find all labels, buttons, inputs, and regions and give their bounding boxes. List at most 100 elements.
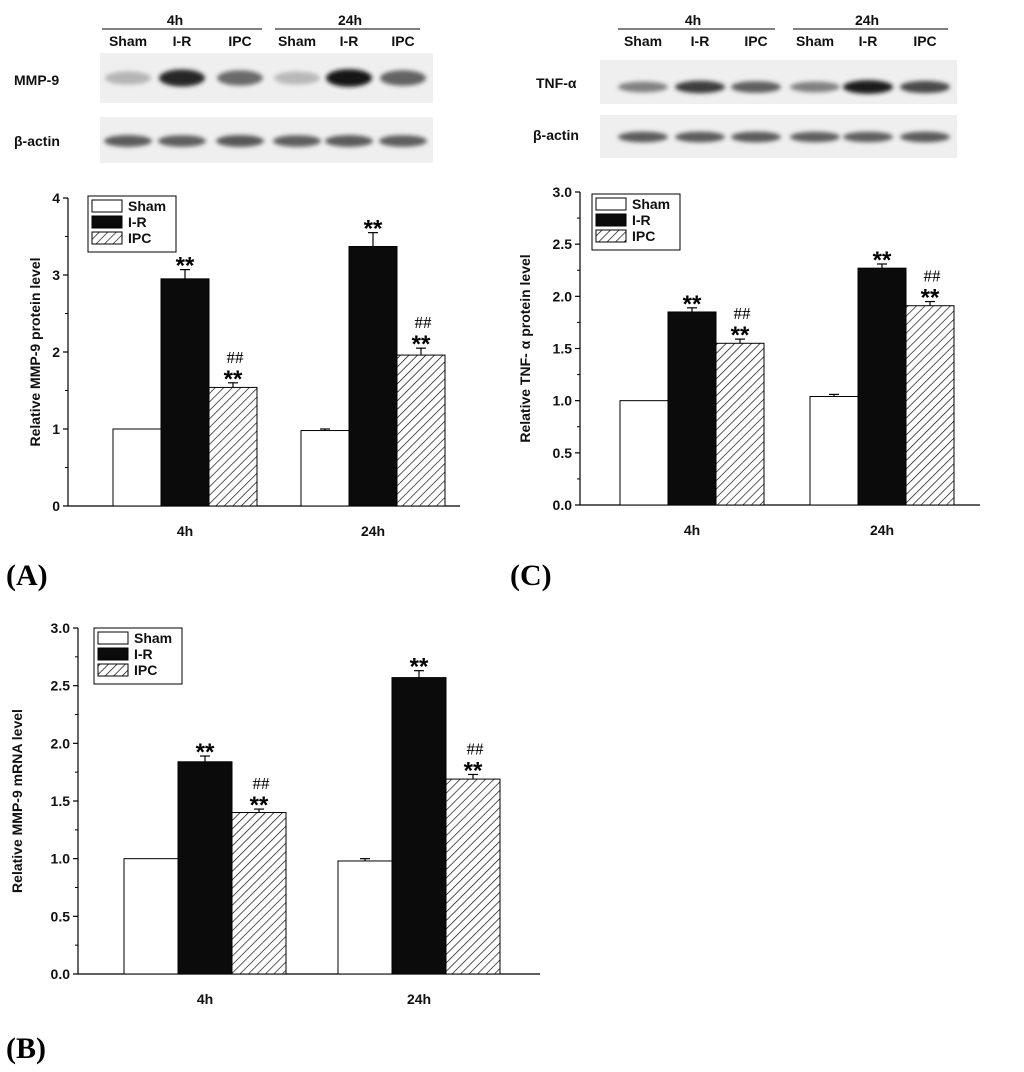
panel-a-bands-actin <box>104 135 427 147</box>
blot-band <box>731 81 781 93</box>
panel-c-lane-label: I-R <box>859 33 878 49</box>
panel-c-lane-label: Sham <box>624 33 662 49</box>
significance-hash: ## <box>924 267 942 286</box>
blot-band <box>273 135 321 147</box>
significance-star: ** <box>683 291 702 318</box>
panel-c-group-label-4h: 4h <box>685 12 701 28</box>
panel-a-y-axis-label: Relative MMP-9 protein level <box>27 257 43 446</box>
panel-label-b: (B) <box>6 1032 46 1065</box>
panel-c-lane-label: I-R <box>691 33 710 49</box>
bar-ipc-4h <box>208 386 258 507</box>
blot-band <box>105 71 151 85</box>
y-tick-label: 1.5 <box>553 341 573 357</box>
significance-star: ** <box>464 757 483 784</box>
legend-label: IPC <box>632 228 655 244</box>
bar-i-r-4h <box>160 278 210 507</box>
panel-c-bands-target <box>618 80 950 94</box>
panel-c-lane-label: Sham <box>796 33 834 49</box>
bar-sham-4h <box>619 400 669 506</box>
blot-band <box>379 135 427 147</box>
panel-c-blot-strip-target <box>600 60 957 104</box>
y-tick-label: 1.5 <box>51 793 71 809</box>
panel-a-group-label-24h: 24h <box>338 12 362 28</box>
y-tick-label: 3.0 <box>51 620 71 636</box>
legend-swatch <box>91 231 123 245</box>
panel-a-lane-label: Sham <box>278 33 316 49</box>
x-category-label: 4h <box>197 991 213 1007</box>
legend-swatch <box>97 663 129 677</box>
legend-swatch <box>97 647 129 661</box>
bar-ipc-24h <box>905 305 955 506</box>
legend-label: Sham <box>632 196 670 212</box>
bar-ipc-4h <box>715 342 765 506</box>
x-category-label: 24h <box>870 522 894 538</box>
bar-sham-24h <box>337 860 393 975</box>
x-category-label: 4h <box>684 522 700 538</box>
y-tick-label: 0.0 <box>553 497 573 513</box>
legend-swatch <box>91 215 123 229</box>
bar-i-r-24h <box>857 267 907 506</box>
blot-band <box>618 81 668 93</box>
panel-label-a: (A) <box>6 559 48 592</box>
y-tick-label: 0.5 <box>553 445 573 461</box>
blot-band <box>325 135 373 147</box>
blot-band <box>104 135 152 147</box>
blot-band <box>900 131 950 143</box>
y-tick-label: 2.0 <box>553 288 573 304</box>
legend-label: IPC <box>128 230 151 246</box>
y-tick-label: 1.0 <box>51 851 71 867</box>
panel-a-blot-row-label-target: MMP-9 <box>14 72 59 88</box>
bar-ipc-24h <box>396 354 446 507</box>
bar-ipc-4h <box>231 812 287 975</box>
y-tick-label: 2.5 <box>51 678 71 694</box>
panel-c-lane-label: IPC <box>744 33 767 49</box>
panel-a-group-label-4h: 4h <box>167 12 183 28</box>
significance-hash: ## <box>734 304 752 323</box>
panel-a-bands-target <box>105 69 426 87</box>
significance-hash: ## <box>227 348 245 367</box>
legend-swatch <box>97 631 129 645</box>
bar-sham-4h <box>112 428 162 507</box>
y-tick-label: 0 <box>52 498 60 514</box>
blot-band <box>326 69 372 87</box>
x-category-label: 4h <box>177 523 193 539</box>
y-tick-label: 0.5 <box>51 908 71 924</box>
blot-band <box>900 80 950 94</box>
panel-c-lane-label: IPC <box>913 33 936 49</box>
panel-a-lane-label: Sham <box>109 33 147 49</box>
panel-a-blot-strip-actin <box>100 117 433 163</box>
y-tick-label: 1 <box>52 421 60 437</box>
panel-a-blot-strip-target <box>100 53 433 103</box>
legend-label: I-R <box>632 212 651 228</box>
panel-b-chart: 0.0 0.5 1.0 1.5 2.0 2.5 3.0 Relative MMP-9 mRN… <box>9 620 540 1007</box>
blot-band <box>217 70 263 86</box>
significance-star: ** <box>250 792 269 819</box>
significance-star: ** <box>196 739 215 766</box>
legend-swatch <box>595 213 627 227</box>
legend-label: I-R <box>128 214 147 230</box>
blot-band <box>843 80 893 94</box>
blot-band <box>790 131 840 143</box>
blot-band <box>675 131 725 143</box>
blot-band <box>618 131 668 143</box>
panel-c-chart: 0.0 0.5 1.0 1.5 2.0 2.5 3.0 Relative TNF- α pr… <box>517 184 980 538</box>
y-tick-label: 2.0 <box>51 735 71 751</box>
bar-sham-24h <box>809 395 859 506</box>
blot-band <box>159 69 205 87</box>
y-tick-label: 4 <box>52 190 60 206</box>
significance-star: ** <box>224 366 243 393</box>
y-tick-label: 3 <box>52 267 60 283</box>
y-tick-label: 2 <box>52 344 60 360</box>
bar-i-r-24h <box>348 246 398 507</box>
panel-b-y-axis-label: Relative MMP-9 mRNA level <box>9 709 25 893</box>
panel-a-lane-label: I-R <box>340 33 359 49</box>
significance-star: ** <box>412 331 431 358</box>
y-tick-label: 0.0 <box>51 966 71 982</box>
panel-a-lane-label: I-R <box>173 33 192 49</box>
blot-band <box>380 70 426 86</box>
panel-c-blot-row-label-target: TNF-α <box>536 75 577 91</box>
panel-c-bands-actin <box>618 131 950 143</box>
panel-c-y-axis-label: Relative TNF- α protein level <box>517 254 533 442</box>
legend-label: Sham <box>134 630 172 646</box>
